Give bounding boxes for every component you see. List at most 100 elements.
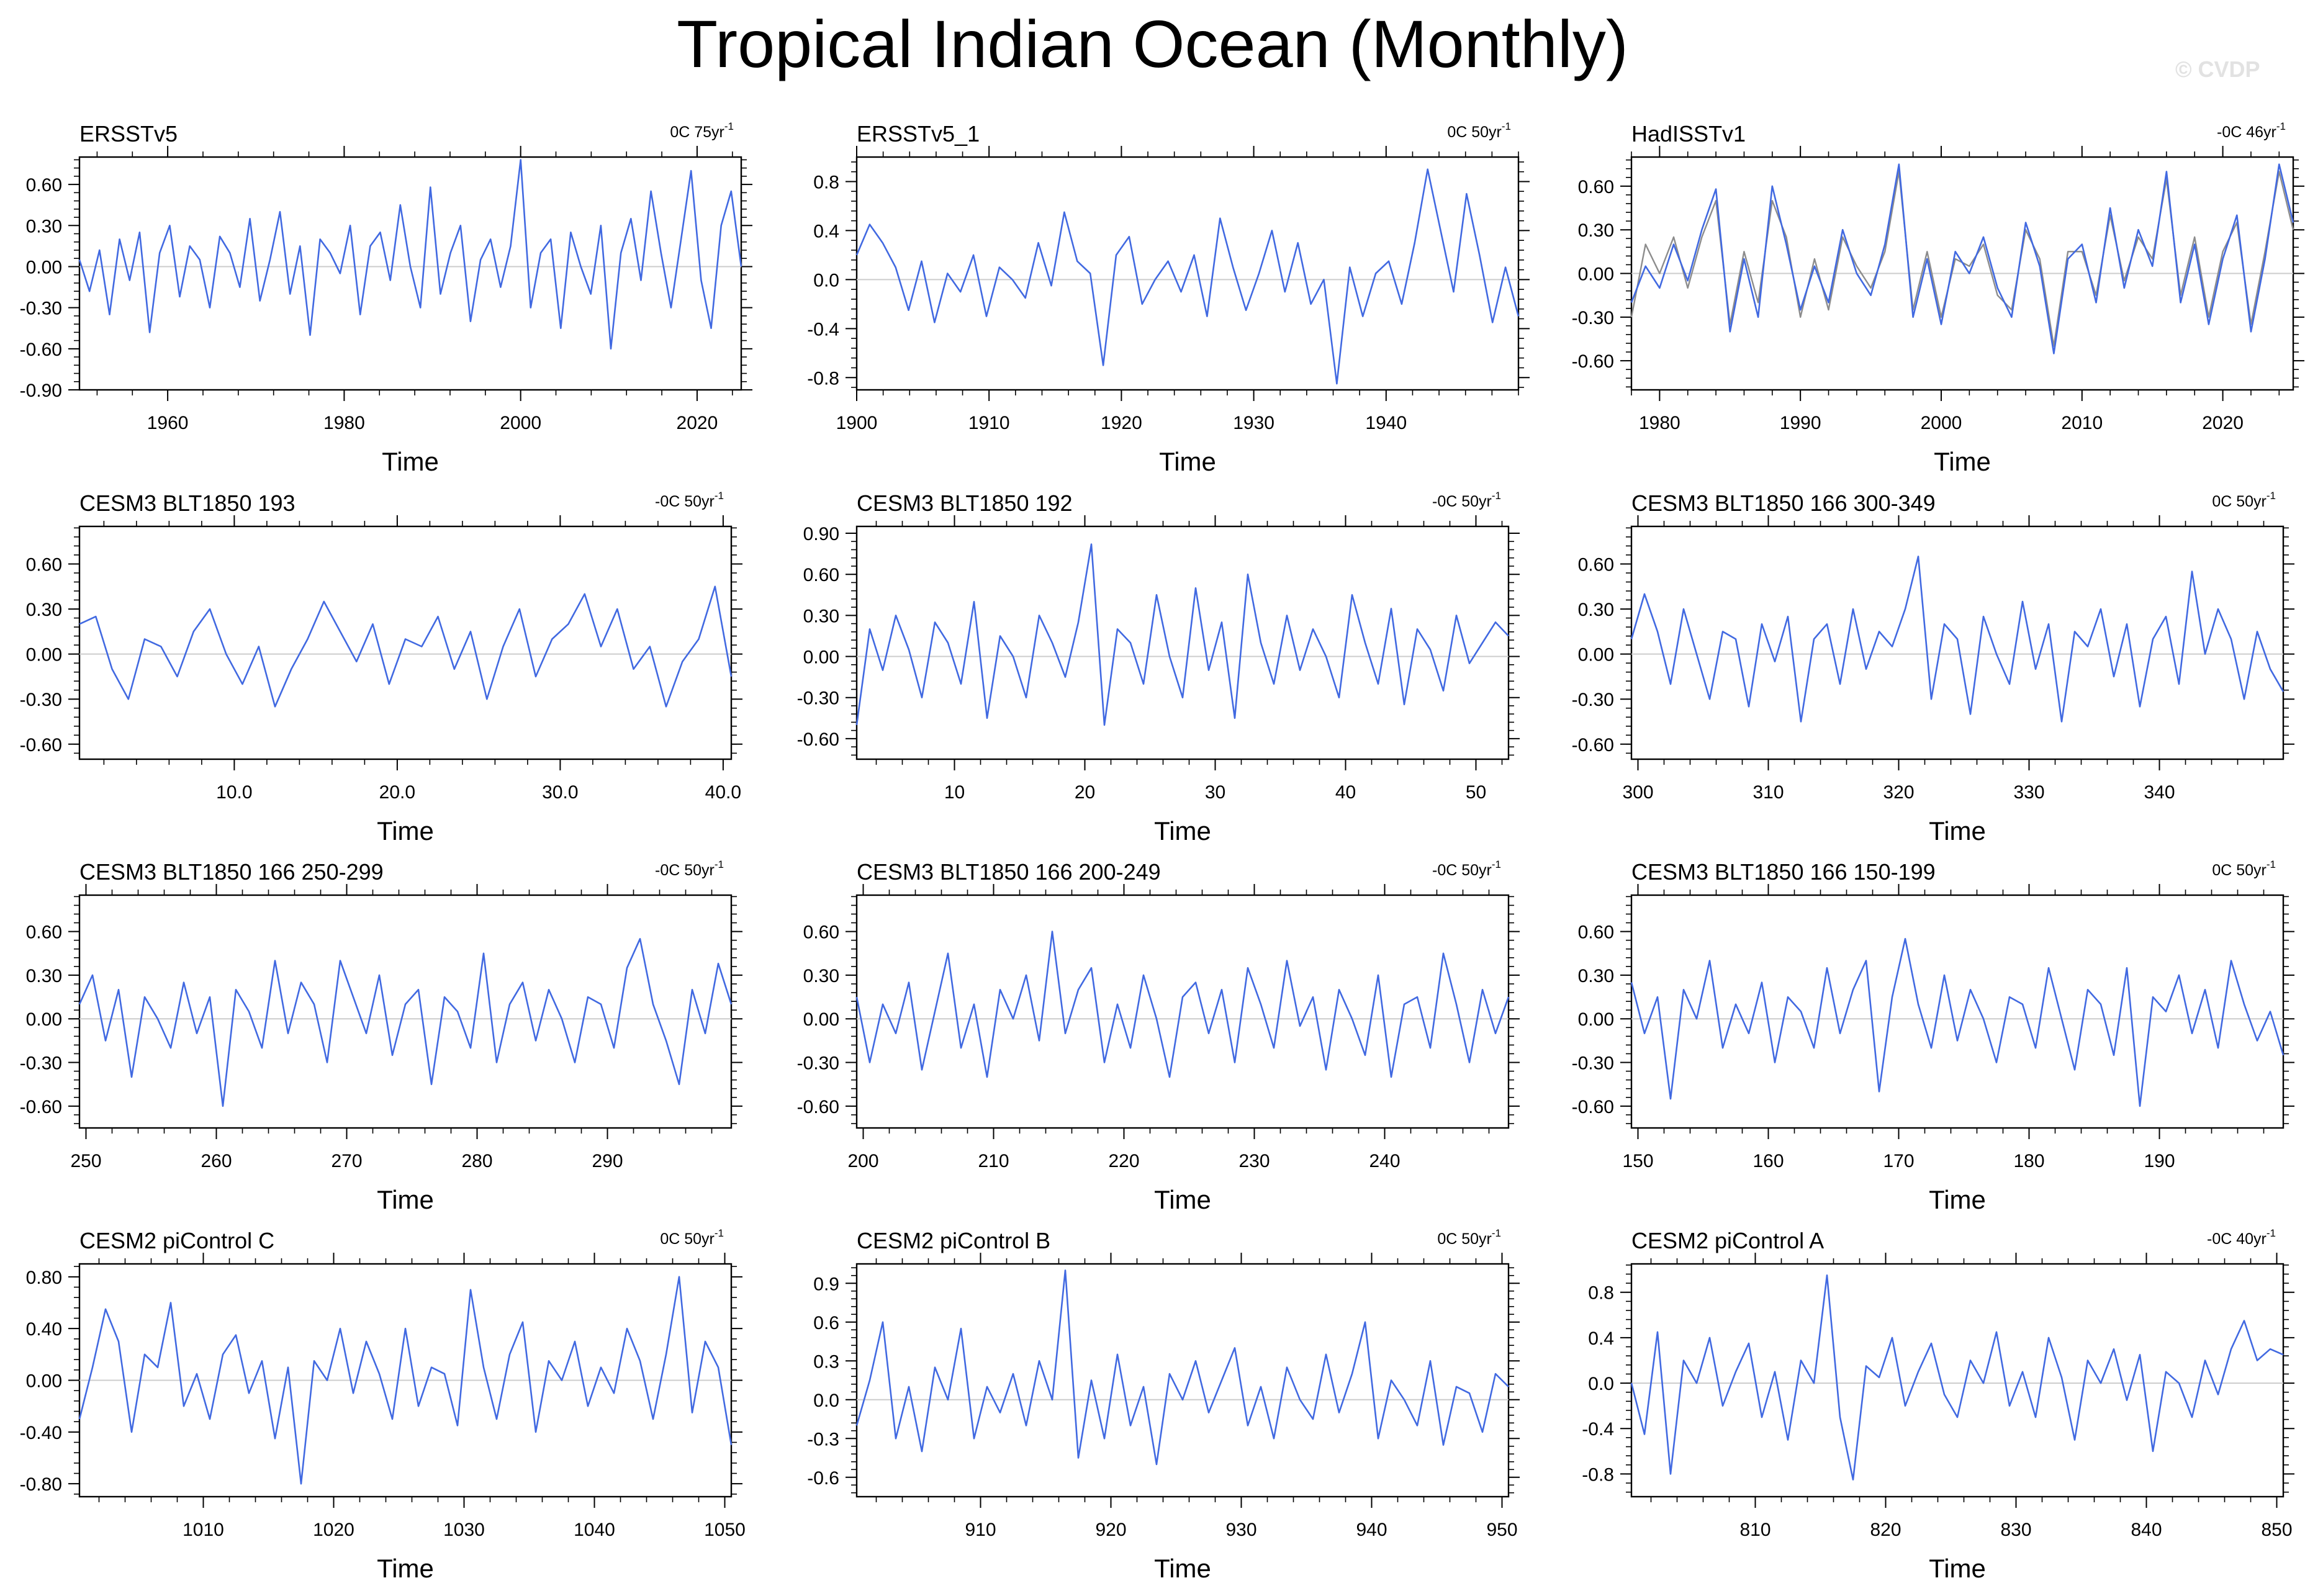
trend-label: -0C 46yr-1 <box>2217 120 2286 141</box>
x-tick-label: 1960 <box>147 413 189 433</box>
y-tick-label: -0.30 <box>797 688 839 709</box>
panel-title: CESM3 BLT1850 192 <box>857 490 1073 516</box>
x-tick-label: 200 <box>847 1151 878 1171</box>
y-tick-label: 0.6 <box>813 1313 839 1333</box>
x-tick-label: 260 <box>201 1151 232 1171</box>
x-tick-label: 2000 <box>1921 413 1962 433</box>
figure-title: Tropical Indian Ocean (Monthly) <box>677 6 1628 81</box>
trend-text: 0C 50yr <box>2212 862 2267 879</box>
y-tick-label: -0.30 <box>1572 308 1614 328</box>
panel-title: CESM3 BLT1850 166 300-349 <box>1631 490 1936 516</box>
y-tick-label: 0.00 <box>26 1371 62 1392</box>
x-tick-label: 940 <box>1356 1520 1387 1540</box>
x-tick-label: 840 <box>2131 1520 2162 1540</box>
x-tick-label: 180 <box>2013 1151 2044 1171</box>
trend-exponent: -1 <box>2267 859 2276 870</box>
y-tick-label: 0.00 <box>26 257 62 277</box>
y-tick-label: 0.8 <box>813 172 839 192</box>
x-tick-label: 310 <box>1752 782 1784 803</box>
trend-label: 0C 50yr-1 <box>660 1227 724 1248</box>
y-tick-label: -0.30 <box>20 299 62 319</box>
panel-7: 250 260 270 280 290 -0.60 -0.30 0.00 0.30 0.60 CES… <box>20 859 742 1214</box>
x-tick-label: 1920 <box>1101 413 1142 433</box>
trend-label: -0C 40yr-1 <box>2207 1227 2276 1248</box>
x-tick-label: 340 <box>2144 782 2175 803</box>
x-tick-label: 40.0 <box>705 782 741 803</box>
x-tick-label: 1030 <box>443 1520 485 1540</box>
y-tick-label: -0.90 <box>20 381 62 401</box>
trend-exponent: -1 <box>1492 1227 1501 1239</box>
trend-exponent: -1 <box>2267 490 2276 502</box>
y-tick-label: 0.9 <box>813 1274 839 1294</box>
x-tick-label: 2000 <box>500 413 541 433</box>
y-tick-label: -0.4 <box>1582 1419 1614 1440</box>
y-tick-label: 0.30 <box>26 966 62 986</box>
x-tick-label: 950 <box>1486 1520 1517 1540</box>
x-tick-label: 280 <box>461 1151 492 1171</box>
plot-frame <box>78 525 733 760</box>
y-tick-label: -0.30 <box>1572 1053 1614 1074</box>
trend-label: 0C 50yr-1 <box>2212 859 2276 879</box>
series-line <box>855 168 1520 385</box>
plot-frame <box>1630 525 2285 760</box>
panel-title: CESM3 BLT1850 166 250-299 <box>79 859 384 885</box>
x-axis-label: Time <box>1934 447 1991 476</box>
x-tick-label: 230 <box>1238 1151 1270 1171</box>
x-tick-label: 170 <box>1883 1151 1914 1171</box>
y-tick-label: -0.30 <box>797 1053 839 1074</box>
y-tick-label: -0.6 <box>807 1468 839 1489</box>
panel-title: CESM3 BLT1850 166 200-249 <box>857 859 1161 885</box>
panel-1: 1960 1980 2000 2020 -0.90 -0.60 -0.30 0.00 0.30 0… <box>20 120 752 476</box>
series-line <box>855 543 1509 726</box>
x-tick-label: 1930 <box>1233 413 1274 433</box>
trend-text: -0C 50yr <box>1432 493 1492 510</box>
y-tick-label: -0.40 <box>20 1423 62 1443</box>
x-axis-label: Time <box>1154 1185 1211 1214</box>
trend-text: -0C 46yr <box>2217 124 2276 141</box>
y-tick-label: 0.0 <box>1588 1374 1614 1394</box>
y-tick-label: 0.30 <box>26 600 62 620</box>
plot-frame <box>1630 1263 2285 1498</box>
x-tick-label: 10.0 <box>216 782 252 803</box>
series-line <box>1630 556 2285 723</box>
x-axis-label: Time <box>377 1185 434 1214</box>
y-tick-label: 0.3 <box>813 1351 839 1372</box>
y-tick-label: 0.00 <box>26 1009 62 1030</box>
x-tick-label: 300 <box>1622 782 1653 803</box>
trend-exponent: -1 <box>715 859 724 870</box>
x-tick-label: 30 <box>1205 782 1225 803</box>
y-tick-label: 0.30 <box>1578 600 1614 620</box>
panel-11: 910 920 930 940 950 -0.6 -0.3 0.0 0.3 0.6 0.9 CESM2… <box>807 1227 1520 1583</box>
x-tick-label: 1980 <box>1639 413 1680 433</box>
plot-frame <box>855 525 1510 760</box>
trend-text: -0C 40yr <box>2207 1230 2267 1248</box>
x-tick-label: 2020 <box>677 413 718 433</box>
x-tick-label: 10 <box>944 782 965 803</box>
x-tick-label: 1050 <box>704 1520 746 1540</box>
y-tick-label: 0.00 <box>1578 264 1614 285</box>
cvdp-watermark: © CVDP <box>2175 56 2260 82</box>
y-tick-label: 0.30 <box>26 216 62 237</box>
y-tick-label: -0.30 <box>20 690 62 710</box>
x-tick-label: 50 <box>1466 782 1486 803</box>
x-tick-label: 920 <box>1095 1520 1126 1540</box>
series-line <box>79 585 733 708</box>
series-line <box>855 931 1510 1078</box>
x-tick-label: 40 <box>1335 782 1356 803</box>
x-axis-label: Time <box>1929 816 1986 845</box>
x-tick-label: 220 <box>1108 1151 1139 1171</box>
x-tick-label: 210 <box>978 1151 1009 1171</box>
x-tick-label: 320 <box>1883 782 1914 803</box>
panel-title: ERSSTv5 <box>79 121 178 147</box>
y-tick-label: -0.60 <box>20 340 62 360</box>
panel-title: CESM2 piControl C <box>79 1228 274 1253</box>
x-tick-label: 290 <box>592 1151 623 1171</box>
overlay-series-line <box>1630 171 2294 347</box>
plot-frame <box>1630 894 2285 1129</box>
y-tick-label: 0.00 <box>26 645 62 665</box>
y-tick-label: 0.40 <box>26 1319 62 1340</box>
x-tick-label: 160 <box>1752 1151 1784 1171</box>
plot-frame <box>78 156 742 391</box>
panel-title: CESM3 BLT1850 166 150-199 <box>1631 859 1936 885</box>
